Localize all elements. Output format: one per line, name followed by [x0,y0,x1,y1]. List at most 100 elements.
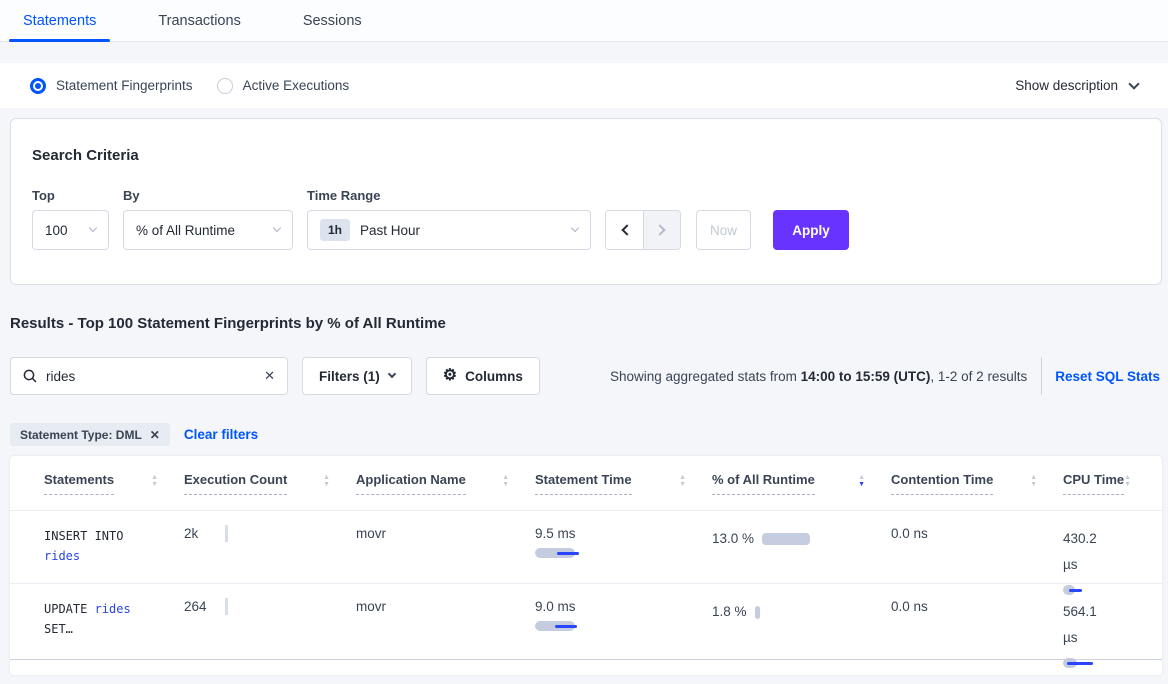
column-header-label: Contention Time [891,472,994,495]
chevron-down-icon [387,369,397,379]
contention-time-cell: 0.0 ns [891,599,928,614]
column-header-statement-time[interactable]: Statement Time ▲ ▼ [535,472,712,510]
sort-icon[interactable]: ▲ ▼ [1030,474,1037,488]
remove-filter-icon[interactable]: ✕ [149,427,160,442]
clear-filters-link[interactable]: Clear filters [183,427,259,442]
column-header--of-all-runtime[interactable]: % of All Runtime ▲ ▼ [712,472,891,510]
columns-label: Columns [465,368,523,384]
runtime-percent-value: 13.0 % [712,531,755,546]
statement-search-box[interactable]: ✕ [10,357,288,395]
column-header-label: % of All Runtime [712,472,815,495]
sort-icon[interactable]: ▲ ▼ [502,474,509,488]
bar-blue [1069,588,1082,592]
sort-icon[interactable]: ▲ ▼ [1124,474,1132,488]
column-header-contention-time[interactable]: Contention Time ▲ ▼ [891,472,1063,510]
column-header-application-name[interactable]: Application Name ▲ ▼ [356,472,535,510]
statement-cell: UPDATE rides SET… [44,599,184,659]
table-header-row: Statements ▲ ▼ Execution Count ▲ ▼ Application… [10,456,1162,511]
column-header-cpu-time[interactable]: CPU Time ▲ ▼ [1063,472,1141,510]
column-header-label: Execution Count [184,472,288,495]
runtime-percent-bar [754,606,760,619]
clear-search-icon[interactable]: ✕ [264,368,275,383]
now-button[interactable]: Now [696,210,751,250]
sort-icon[interactable]: ▲ ▼ [858,474,865,488]
showing-stats-text: Showing aggregated stats from 14:00 to 1… [610,368,1028,384]
active-filters-row: Statement Type: DML ✕ Clear filters [10,423,1158,446]
table-row[interactable]: INSERT INTO rides 2k movr 9.5 ms 13.0 % 0.0 n… [10,511,1162,595]
show-description-toggle[interactable]: Show description [1015,77,1140,93]
time-prev-button[interactable] [606,211,643,249]
sort-icon[interactable]: ▲ ▼ [323,474,330,488]
column-header-statements[interactable]: Statements ▲ ▼ [44,472,184,510]
runtime-percent-bar [762,533,811,545]
table-footer-gap [10,660,1162,675]
cpu-time-cell: 430.2 µs [1063,526,1111,595]
radio-label: Active Executions [242,78,350,93]
results-toolbar: ✕ Filters (1) ⚙ Columns Showing aggregat… [10,357,1162,395]
search-icon [23,369,37,383]
execution-count-bar [225,598,228,615]
gear-icon: ⚙ [442,367,458,384]
statement-time-value: 9.0 ms [535,599,576,614]
search-criteria-title: Search Criteria [32,147,139,164]
radio-unchecked-icon [216,77,233,94]
tab-statements[interactable]: Statements [9,2,111,42]
column-header-execution-count[interactable]: Execution Count ▲ ▼ [184,472,356,510]
results-heading: Results - Top 100 Statement Fingerprints… [10,315,446,332]
chevron-down-icon [1128,77,1140,90]
cpu-time-value: 430.2 µs [1063,531,1097,572]
table-row[interactable]: UPDATE rides SET… 264 movr 9.0 ms 1.8 % 0.0 n… [10,584,1162,668]
latency-bar-chart [1063,585,1111,595]
top-label: Top [32,188,55,203]
by-select[interactable]: % of All Runtime [123,210,293,250]
filters-label: Filters (1) [319,368,380,384]
time-range-badge: 1h [320,219,351,241]
chevron-down-icon [88,223,98,233]
filter-chip-statement-type[interactable]: Statement Type: DML ✕ [10,423,170,446]
sort-icon[interactable]: ▲ ▼ [679,474,686,488]
by-value: % of All Runtime [136,222,236,238]
bar-blue [555,624,577,628]
filters-button[interactable]: Filters (1) [302,357,412,395]
execution-count-cell: 2k [184,525,356,583]
tab-sessions[interactable]: Sessions [302,13,362,29]
time-nav-group [605,210,681,250]
bar-blue [1067,661,1093,665]
column-header-label: CPU Time [1063,472,1125,495]
top-select[interactable]: 100 [32,210,109,250]
tab-bar: Statements Transactions Sessions [0,0,1168,42]
radio-label: Statement Fingerprints [56,78,193,93]
statement-link[interactable]: rides [94,602,131,616]
statement-fingerprint: UPDATE rides SET… [44,599,150,639]
search-input[interactable] [46,368,265,384]
radio-checked-icon [30,77,46,94]
time-next-button[interactable] [643,211,680,249]
time-range-value: Past Hour [360,222,421,238]
radio-statement-fingerprints[interactable]: Statement Fingerprints [30,77,193,94]
apply-button[interactable]: Apply [773,210,849,250]
tab-transactions[interactable]: Transactions [158,13,241,29]
execution-count-bar [225,525,228,542]
contention-time-cell: 0.0 ns [891,526,928,541]
execution-count-value: 264 [184,599,207,614]
runtime-percent-cell: 13.0 % [712,526,891,583]
chevron-down-icon [570,223,580,233]
column-header-label: Statement Time [535,472,632,495]
by-label: By [123,188,140,203]
cpu-time-value: 564.1 µs [1063,604,1097,645]
chevron-left-icon [620,224,633,236]
columns-button[interactable]: ⚙ Columns [425,357,540,395]
statement-text: INSERT INTO [44,529,124,543]
execution-count-value: 2k [184,526,199,541]
search-criteria-panel: Search Criteria Top 100 By % of All Runt… [10,118,1162,285]
statement-link[interactable]: rides [44,549,81,563]
reset-sql-stats-link[interactable]: Reset SQL Stats [1055,368,1160,384]
execution-count-cell: 264 [184,598,356,659]
latency-bar-chart [535,548,712,558]
radio-active-executions[interactable]: Active Executions [216,77,350,94]
runtime-percent-cell: 1.8 % [712,599,891,659]
chevron-down-icon [272,223,282,233]
time-range-select[interactable]: 1h Past Hour [307,210,591,250]
view-mode-toggle: Statement Fingerprints Active Executions… [0,63,1168,108]
sort-icon[interactable]: ▲ ▼ [151,474,158,488]
